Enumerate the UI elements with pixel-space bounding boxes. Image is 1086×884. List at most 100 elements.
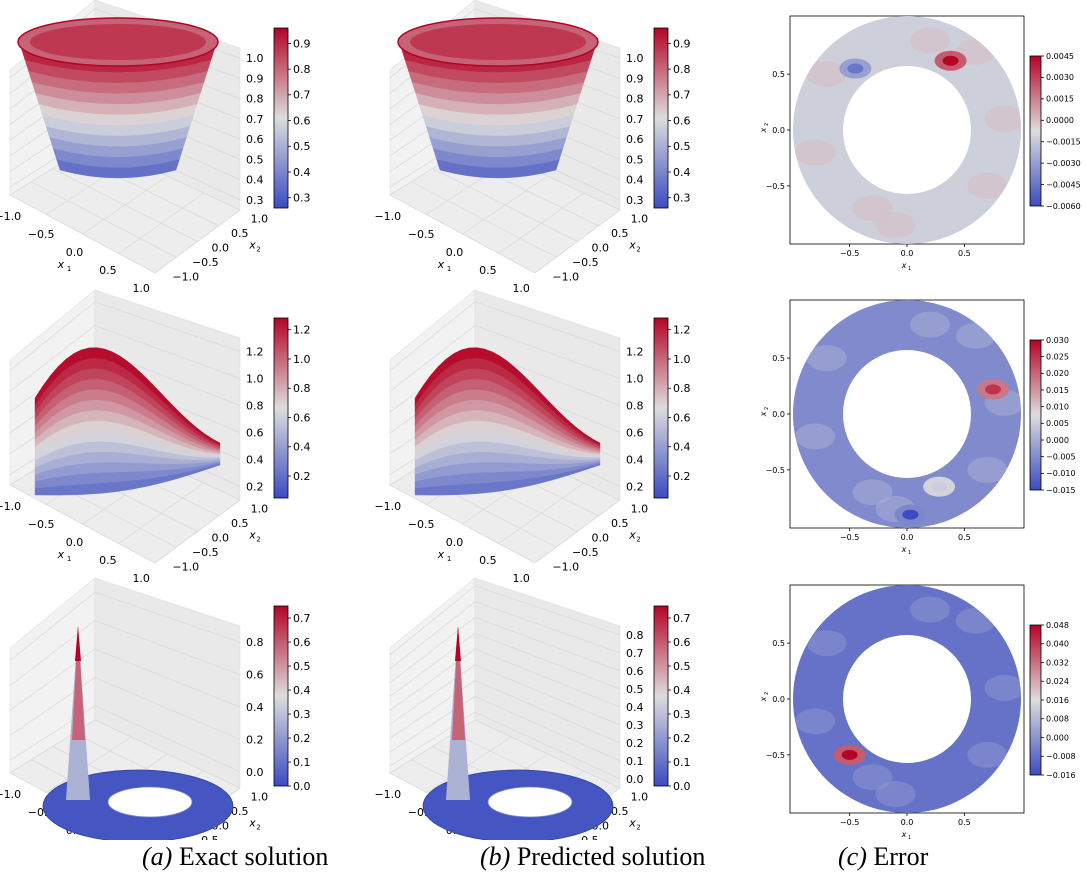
x-tick-label: 0.0	[446, 536, 464, 549]
error-patch	[967, 741, 1008, 768]
x-axis-label: x	[57, 258, 65, 271]
colorbar-tick-label: 0.0015	[1046, 95, 1074, 104]
x-tick-label: −1.0	[374, 500, 401, 513]
colorbar-tick-label: 0.4	[673, 684, 691, 697]
y-tick-label: −1.0	[172, 560, 199, 573]
z-tick-label: 0.6	[246, 669, 264, 682]
y-tick-label: −0.5	[192, 546, 219, 559]
colorbar-row1-error: 0.0045 0.0030 0.0015 0.0000 −0.0015 −0.0030 −0…	[1029, 52, 1081, 211]
grid-line	[9, 677, 241, 740]
z-tick-label: 0.3	[626, 719, 644, 732]
error-patch	[909, 27, 950, 54]
grid-line	[389, 711, 621, 780]
grid-line	[9, 591, 241, 661]
grid-line	[389, 325, 621, 392]
z-tick-label: 0.0	[626, 773, 644, 786]
x-axis-label: 1	[67, 265, 71, 273]
error-patch	[806, 345, 847, 372]
z-tick-label: 0.9	[246, 72, 264, 85]
colorbar-tick-label: −0.015	[1046, 486, 1076, 495]
x-tick-label: 0.5	[958, 818, 971, 827]
y-axis-label: 2	[764, 123, 770, 126]
colorbar-tick-label: 0.6	[673, 411, 691, 424]
y-tick-label: −0.5	[766, 182, 785, 191]
colorbar-tick-label: 0.4	[293, 684, 311, 697]
z-tick-label: 0.5	[626, 683, 644, 696]
colorbar-tick-label: 0.0030	[1046, 73, 1074, 82]
x-axis-label: x	[437, 548, 445, 561]
surface-panel-row3-exact: 0.00.20.40.60.8−1.0−0.50.00.51.0x1−1.0−0…	[0, 577, 268, 840]
grid-line	[498, 192, 584, 254]
x-axis-label: 1	[908, 550, 911, 556]
surface-panel-row1-predicted: 0.30.40.50.60.70.80.91.0−1.0−0.50.00.51.…	[374, 0, 648, 295]
x-tick-label: 0.5	[99, 554, 117, 567]
y-tick-label: −1.0	[172, 270, 199, 283]
y-axis-label: x	[628, 239, 636, 252]
x-axis-label: 1	[447, 265, 451, 273]
colorbar-tick-label: 0.025	[1046, 352, 1069, 361]
colorbar-tick-label: −0.0045	[1046, 180, 1081, 189]
colorbar-tick-label: 0.0	[673, 780, 691, 793]
error-hotspot-core	[847, 63, 864, 74]
z-tick-label: 0.5	[626, 153, 644, 166]
z-tick-label: 0.6	[246, 427, 264, 440]
colorbar-row1-exact: 0.3 0.4 0.5 0.6 0.7 0.8 0.9	[273, 27, 311, 209]
y-tick-label: 0.5	[611, 517, 629, 530]
error-panel-row2-error: −0.5 0.0 0.5−0.50.00.5x 1x2	[759, 299, 1025, 556]
x-tick-label: 1.0	[512, 282, 530, 295]
x-tick-label: −0.5	[28, 518, 55, 531]
colorbar-tick-label: 0.008	[1046, 715, 1069, 724]
colorbar-tick-label: 1.2	[293, 324, 311, 337]
colorbar-tick-label: 0.3	[673, 708, 691, 721]
y-tick-label: 1.0	[631, 503, 649, 516]
y-axis-label: 2	[636, 246, 640, 254]
x-tick-label: 0.0	[901, 249, 914, 258]
error-patch	[806, 630, 847, 657]
colorbar-tick-label: 0.7	[673, 89, 691, 102]
x-tick-label: −1.0	[374, 210, 401, 223]
colorbar-tick-label: 0.000	[1046, 733, 1069, 742]
z-tick-label: 0.2	[626, 737, 644, 750]
colorbar-bar	[1029, 624, 1042, 776]
error-patch	[984, 674, 1021, 701]
x-tick-label: 0.0	[901, 818, 914, 827]
y-tick-label: 1.0	[631, 213, 649, 226]
y-tick-label: −1.0	[552, 560, 579, 573]
error-patch	[852, 479, 893, 506]
colorbar-tick-label: 0.6	[293, 114, 311, 127]
colorbar-tick-label: 0.000	[1046, 436, 1069, 445]
z-tick-label: 0.3	[626, 194, 644, 207]
x-tick-label: 1.0	[512, 572, 530, 585]
error-panel-row1-error: −0.5 0.0 0.5−0.50.00.5x 1x2	[759, 15, 1025, 272]
colorbar-tick-label: 0.5	[293, 140, 311, 153]
z-tick-label: 0.7	[626, 113, 644, 126]
colorbar-tick-label: 0.2	[293, 470, 311, 483]
y-axis-label: x	[759, 696, 768, 702]
x-tick-label: −0.5	[840, 818, 859, 827]
surface-panel-row2-predicted: 0.20.40.60.81.01.2−1.0−0.50.00.51.0x 1−1.…	[374, 289, 649, 585]
z-tick-label: 0.4	[246, 174, 264, 187]
spike-top	[75, 626, 81, 661]
error-patch	[967, 456, 1008, 483]
error-patch	[852, 195, 893, 222]
colorbar-tick-label: 0.7	[293, 89, 311, 102]
colorbar-tick-label: −0.008	[1046, 752, 1076, 761]
x-axis-label: 1	[447, 555, 451, 563]
colorbar-row2-exact: 0.2 0.4 0.6 0.8 1.0 1.2	[273, 317, 311, 499]
x-axis-label: x	[901, 545, 907, 554]
colorbar-tick-label: 0.005	[1046, 419, 1069, 428]
y-tick-label: 0.0	[772, 695, 785, 704]
y-tick-label: −0.5	[766, 466, 785, 475]
y-tick-label: 0.5	[772, 70, 785, 79]
z-tick-label: 1.0	[626, 373, 644, 386]
colorbar-tick-label: 0.8	[293, 63, 311, 76]
grid-line	[389, 301, 621, 371]
colorbar-bar	[273, 27, 289, 209]
colorbar-tick-label: 0.2	[293, 732, 311, 745]
error-panel-row3-error: −0.5 0.0 0.5−0.50.00.5x 1x2	[759, 584, 1025, 840]
grid-line	[389, 617, 621, 683]
z-tick-label: 0.4	[626, 454, 644, 467]
error-hotspot-core	[931, 481, 948, 492]
y-tick-label: 1.0	[631, 791, 649, 804]
colorbar-tick-label: 0.010	[1046, 402, 1069, 411]
